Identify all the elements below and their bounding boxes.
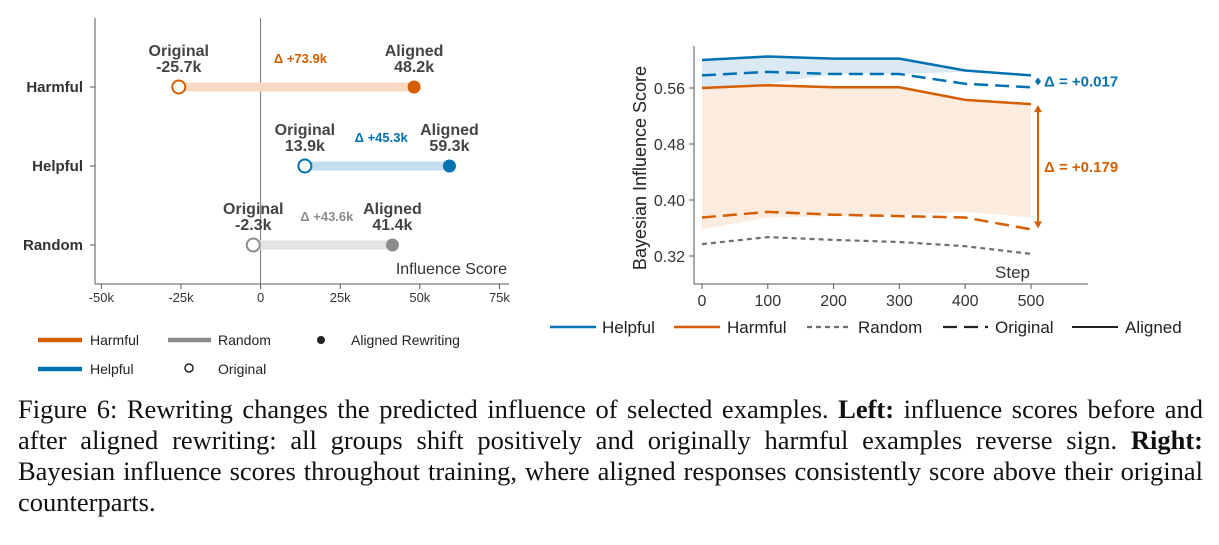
right-x-tick-label: 100 <box>754 293 781 310</box>
left-x-tick-label: 25k <box>330 290 351 305</box>
helpful-delta-marker <box>1035 77 1041 86</box>
delta-label: Δ +43.6k <box>300 209 354 224</box>
harmful-delta-arrowhead-up <box>1034 105 1042 113</box>
legend-label: Aligned <box>1125 318 1182 337</box>
original-value-label: -25.7k <box>156 59 201 76</box>
aligned-point-title: Aligned <box>385 43 444 60</box>
caption-text-1: Rewriting changes the predicted influenc… <box>117 394 839 424</box>
left-x-tick-label: 0 <box>257 290 264 305</box>
figure: -50k -25k 0 25k 50k 75k Influence Score Harmful… <box>23 18 1182 377</box>
right-x-tick-label: 200 <box>820 293 847 310</box>
random-random-line <box>701 235 1032 255</box>
right-x-tick-label: 500 <box>1018 293 1045 310</box>
left-x-tick-label: 50k <box>409 290 430 305</box>
aligned-value-label: 59.3k <box>429 138 469 155</box>
original-point <box>245 237 261 253</box>
left-category-label: Helpful <box>32 158 83 175</box>
figure-caption: Figure 6: Rewriting changes the predicte… <box>18 394 1203 518</box>
harmful-gap-fill <box>702 85 1031 230</box>
original-point-title: Original <box>149 43 209 60</box>
legend-label: Original <box>995 318 1054 337</box>
left-x-tick-label: -50k <box>89 290 115 305</box>
caption-fig-label: Figure 6: <box>18 394 118 424</box>
original-value-label: 13.9k <box>285 138 325 155</box>
original-point-title: Original <box>275 122 335 139</box>
legend-label: Helpful <box>602 318 655 337</box>
left-x-axis-label: Influence Score <box>396 261 507 278</box>
original-point <box>297 158 313 174</box>
right-x-tick-label: 400 <box>952 293 979 310</box>
left-category-label: Harmful <box>26 79 83 96</box>
aligned-point-title: Aligned <box>420 122 479 139</box>
caption-text-3: Bayesian influence scores throughout tra… <box>18 456 1203 517</box>
right-y-tick-label: 0.40 <box>654 193 685 210</box>
right-x-axis-label: Step <box>995 263 1030 282</box>
harmful-aligned-line <box>701 83 1032 106</box>
aligned-point <box>407 80 421 94</box>
harmful-original-line <box>701 210 1032 231</box>
right-line-chart: 0.32 0.40 0.48 0.56 0 100 200 300 400 500 Step Baye… <box>550 46 1182 337</box>
legend-label: Random <box>858 318 922 337</box>
left-category-label: Random <box>23 237 83 254</box>
legend-swatch-original <box>184 363 194 373</box>
harmful-delta-annotation: Δ = +0.179 <box>1044 159 1118 176</box>
legend-label: Helpful <box>90 361 134 377</box>
left-x-tick-label: -25k <box>168 290 194 305</box>
helpful-aligned-line <box>701 55 1032 77</box>
aligned-point <box>385 238 399 252</box>
delta-label: Δ +45.3k <box>355 130 409 145</box>
right-x-tick-label: 0 <box>698 293 707 310</box>
original-point-title: Original <box>223 201 283 218</box>
original-point <box>171 79 187 95</box>
caption-text-2: influence scores before and after aligne… <box>18 394 1203 455</box>
left-x-tick-label: 75k <box>489 290 510 305</box>
right-y-tick-label: 0.32 <box>654 249 685 266</box>
legend-label: Harmful <box>727 318 787 337</box>
legend-label: Harmful <box>90 332 139 348</box>
legend-swatch-aligned <box>317 336 325 344</box>
original-value-label: -2.3k <box>235 217 272 234</box>
aligned-value-label: 41.4k <box>372 217 412 234</box>
delta-label: Δ +73.9k <box>274 51 328 66</box>
helpful-original-line <box>701 70 1032 89</box>
aligned-point <box>442 159 456 173</box>
caption-right-label: Right: <box>1130 425 1203 455</box>
helpful-gap-fill <box>702 56 1031 88</box>
legend-label: Random <box>218 332 271 348</box>
caption-left-label: Left: <box>838 394 895 424</box>
legend-label: Original <box>218 361 266 377</box>
aligned-point-title: Aligned <box>363 201 422 218</box>
right-y-tick-label: 0.48 <box>654 137 685 154</box>
right-x-tick-label: 300 <box>886 293 913 310</box>
left-dumbbell-chart: -50k -25k 0 25k 50k 75k Influence Score Harmful… <box>23 18 510 377</box>
aligned-value-label: 48.2k <box>394 59 434 76</box>
right-y-axis-label: Bayesian Influence Score <box>630 66 650 270</box>
legend-label: Aligned Rewriting <box>351 332 460 348</box>
right-y-tick-label: 0.56 <box>654 81 685 98</box>
helpful-delta-annotation: Δ = +0.017 <box>1044 73 1118 90</box>
harmful-delta-arrowhead-down <box>1034 221 1042 229</box>
